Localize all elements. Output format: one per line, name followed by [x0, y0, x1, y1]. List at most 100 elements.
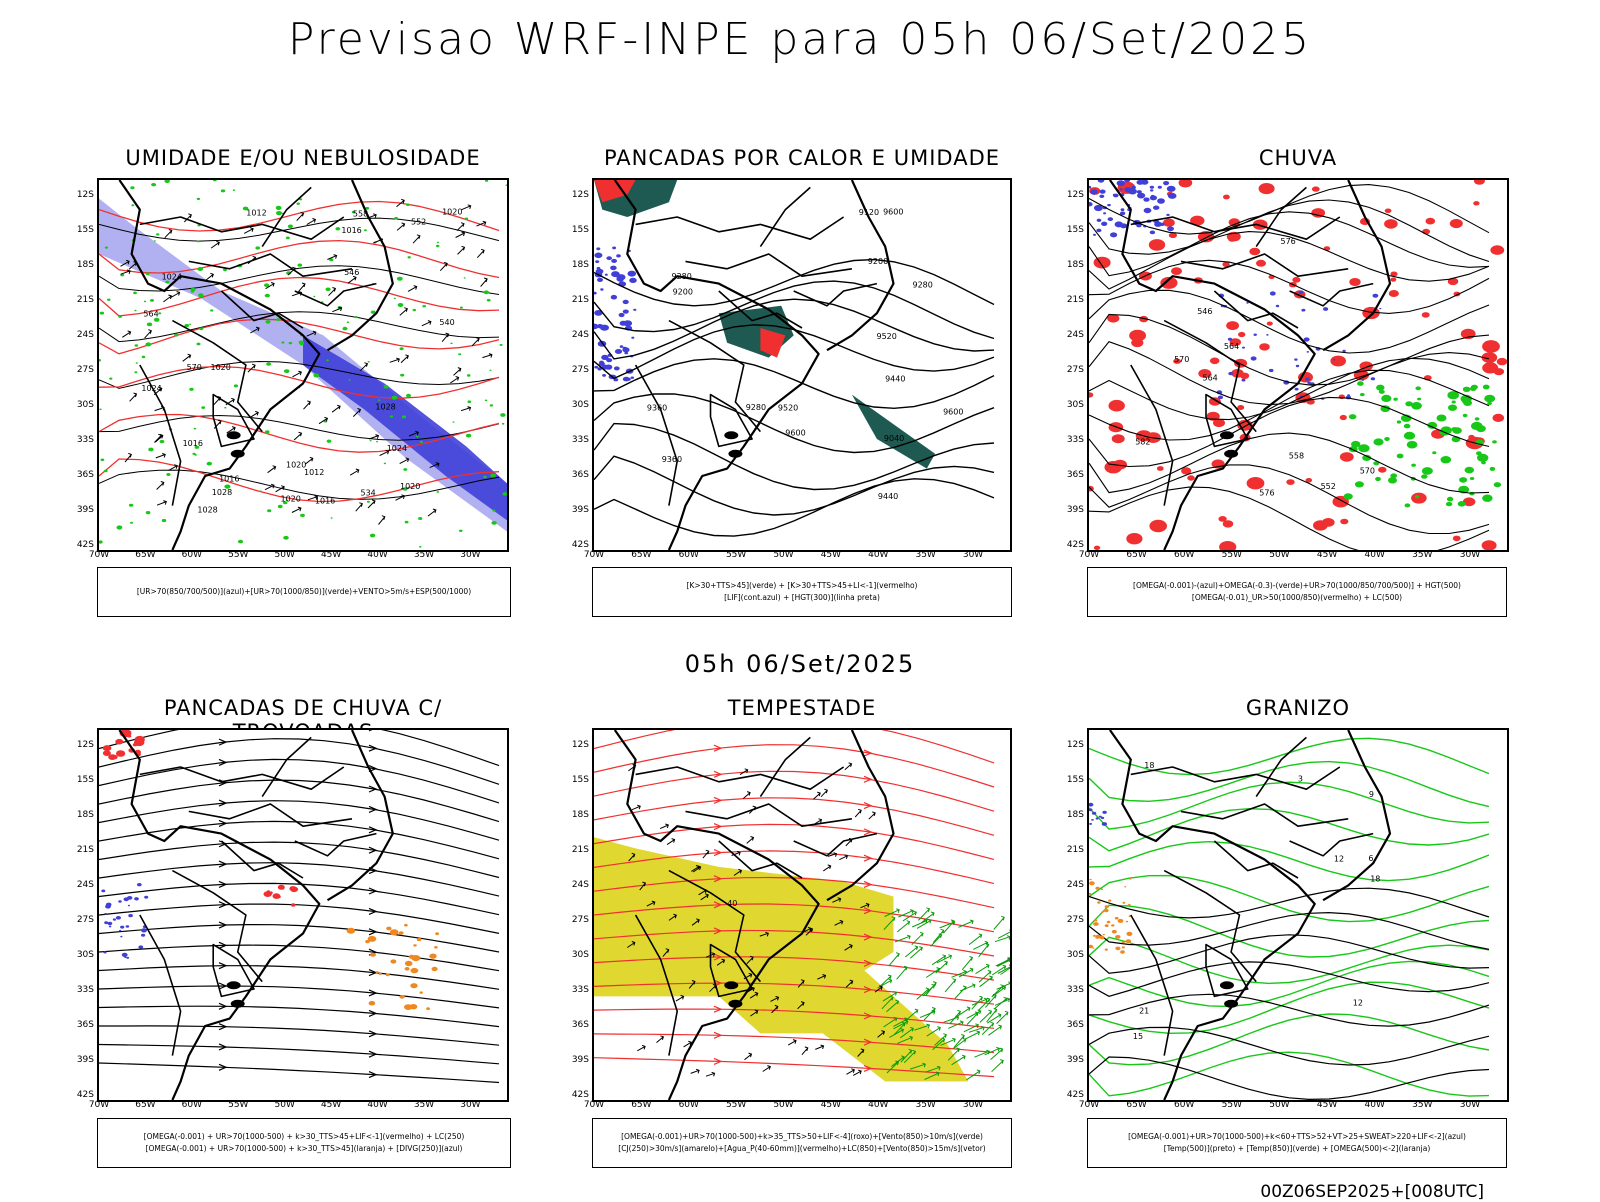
political-border — [1214, 291, 1298, 328]
field-blob — [467, 374, 471, 377]
field-blob — [487, 299, 491, 302]
field-blob — [128, 914, 133, 917]
panel-title: CHUVA — [1088, 146, 1508, 170]
field-blob — [1323, 307, 1328, 311]
lat-tick-label: 36S — [561, 470, 589, 480]
field-blob — [418, 517, 422, 520]
wind-vector — [171, 292, 180, 298]
field-blob — [116, 750, 125, 757]
lat-tick-label: 21S — [561, 295, 589, 305]
field-blob — [1097, 901, 1100, 903]
field-blob — [390, 959, 396, 963]
wind-vector — [400, 458, 409, 464]
field-blob — [1302, 310, 1304, 311]
field-blob — [1259, 183, 1275, 194]
lagoon — [1220, 431, 1234, 439]
field-blob — [234, 384, 238, 387]
lagoon — [231, 450, 245, 458]
wind-vector — [706, 1072, 715, 1076]
panel-title: UMIDADE E/OU NEBULOSIDADE — [93, 146, 513, 170]
contour-label: 558 — [1289, 451, 1304, 460]
field-blob — [1474, 180, 1485, 185]
contour-label: 6 — [1368, 854, 1373, 863]
contour-label: 12 — [1334, 855, 1344, 864]
field-blob — [1150, 231, 1155, 235]
field-blob — [224, 407, 226, 409]
field-blob — [1397, 420, 1401, 423]
field-blob — [1458, 501, 1466, 507]
field-blob — [1470, 386, 1477, 391]
panel-legend: [UR>70(850/700/500)](azul)+[UR>70(1000/8… — [97, 567, 511, 617]
contour-line — [594, 456, 994, 515]
field-blob — [297, 203, 300, 205]
shaded-area — [719, 306, 794, 358]
field-blob — [1096, 229, 1101, 233]
contour-label: 18 — [1144, 761, 1154, 770]
field-blob — [1122, 946, 1125, 948]
wind-vector — [994, 916, 1004, 929]
field-blob — [135, 344, 139, 346]
field-blob — [1362, 379, 1364, 381]
lat-tick-label: 12S — [1056, 190, 1084, 200]
field-blob — [117, 525, 123, 529]
lon-tick-label: 50W — [270, 550, 300, 560]
map-area: 40 — [592, 728, 1012, 1102]
field-blob — [1213, 419, 1225, 427]
lon-tick-label: 55W — [223, 1100, 253, 1110]
field-blob — [126, 925, 130, 927]
wind-vector — [397, 223, 405, 231]
legend-line: [OMEGA(-0.001)+UR>70(1000-500)+k<60+TTS>… — [1088, 1131, 1506, 1143]
field-blob — [1490, 245, 1504, 255]
field-blob — [1385, 209, 1392, 214]
field-blob — [1104, 909, 1109, 913]
field-blob — [623, 310, 629, 314]
field-blob — [628, 271, 637, 277]
field-blob — [631, 337, 634, 339]
wind-vector — [976, 964, 990, 974]
field-blob — [1371, 377, 1375, 380]
lat-tick-label: 15S — [1056, 775, 1084, 785]
lagoon — [227, 981, 241, 989]
field-blob — [197, 241, 200, 243]
field-blob — [370, 440, 372, 441]
field-blob — [594, 292, 597, 295]
field-blob — [1150, 189, 1153, 191]
lat-tick-label: 24S — [1056, 330, 1084, 340]
field-blob — [1407, 441, 1418, 449]
lat-tick-label: 12S — [66, 190, 94, 200]
wind-vector — [400, 308, 408, 316]
field-blob — [276, 318, 280, 321]
political-border — [794, 284, 877, 306]
contour-label: 570 — [1174, 355, 1189, 364]
lat-tick-label: 24S — [561, 330, 589, 340]
field-blob — [298, 264, 303, 267]
field-blob — [105, 247, 108, 249]
lat-tick-label: 30S — [1056, 400, 1084, 410]
field-blob — [1120, 188, 1123, 190]
field-blob — [1171, 267, 1182, 275]
lon-tick-label: 35W — [409, 1100, 439, 1110]
field-blob — [610, 266, 617, 271]
contour-label: 564 — [1203, 374, 1218, 383]
field-blob — [197, 198, 200, 200]
lat-tick-label: 21S — [1056, 845, 1084, 855]
field-blob — [405, 967, 410, 971]
field-blob — [1483, 385, 1490, 390]
contour-label: 1020 — [442, 208, 462, 217]
contour-label: 1020 — [400, 482, 420, 491]
field-blob — [404, 1004, 412, 1010]
field-blob — [1163, 219, 1175, 227]
lon-tick-label: 40W — [363, 550, 393, 560]
lagoon — [1220, 981, 1234, 989]
field-blob — [633, 309, 636, 311]
political-border — [295, 834, 377, 856]
map-canvas: 1016101210161020101610201024102010201020… — [99, 180, 507, 550]
field-blob — [623, 300, 629, 304]
field-blob — [1381, 395, 1391, 402]
field-blob — [502, 423, 505, 425]
field-blob — [1463, 387, 1471, 392]
field-blob — [266, 362, 271, 365]
field-blob — [1129, 878, 1132, 880]
wind-vector — [125, 453, 131, 462]
